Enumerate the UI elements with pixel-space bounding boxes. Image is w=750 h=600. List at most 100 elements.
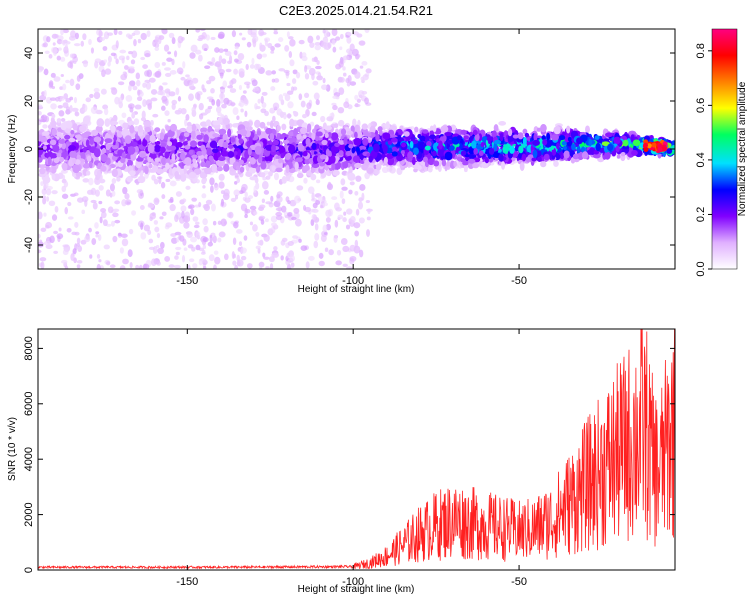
spectrogram-blob-faint <box>298 93 303 101</box>
spectrogram-blob <box>337 119 345 127</box>
spectrogram-blob-faint <box>201 84 205 91</box>
spectrogram-blob-faint <box>111 178 117 184</box>
spectrogram-blob-faint <box>180 107 187 115</box>
spectrogram-blob-faint <box>366 216 371 221</box>
spectrogram-blob-faint <box>413 168 418 173</box>
spectrogram-blob-faint <box>310 208 316 213</box>
spectrogram-blob-faint <box>232 237 237 245</box>
spectrogram-blob-faint <box>154 226 160 233</box>
spectrogram-blob-faint <box>284 44 290 52</box>
spectrogram-blob-faint <box>273 172 279 181</box>
spectrogram-blob-faint <box>289 59 295 67</box>
spectrogram-blob-faint <box>270 222 277 227</box>
spectrogram-blob-faint <box>342 55 350 61</box>
spectrogram-blob-faint <box>357 201 364 210</box>
spectrogram-blob-faint <box>92 202 98 210</box>
spectrogram-blob-faint <box>349 215 356 224</box>
spectrogram-blob-faint <box>338 87 345 95</box>
spectrogram-blob-faint <box>324 247 329 253</box>
spectrogram-blob-faint <box>353 222 361 229</box>
spectrogram-blob-faint <box>211 57 216 64</box>
spectrogram-blob-faint <box>53 250 59 254</box>
spectrogram-blob-faint <box>180 76 186 81</box>
spectrogram-blob-faint <box>292 69 298 75</box>
spectrogram-blob-faint <box>118 81 125 86</box>
spectrogram-blob <box>78 144 83 150</box>
spectrogram-blob <box>51 120 57 129</box>
spectrogram-blob-faint <box>331 29 338 37</box>
spectrogram-blob-faint <box>174 255 179 260</box>
spectrogram-blob-faint <box>80 40 84 47</box>
spectrogram-blob-faint <box>244 191 248 198</box>
spectrogram-blob <box>340 128 347 136</box>
spectrogram-blob-faint <box>346 31 352 36</box>
spectrogram-blob-faint <box>67 201 72 207</box>
spectrogram-blob-faint <box>287 241 294 246</box>
spectrogram-blob-faint <box>122 258 129 265</box>
spectrogram-blob-faint <box>211 203 216 212</box>
spectrogram-blob-faint <box>220 73 224 79</box>
spectrogram-blob-faint <box>229 80 234 86</box>
spectrogram-blob-faint <box>292 86 298 91</box>
spectrogram-blob <box>553 160 559 167</box>
spectrogram-blob-faint <box>103 59 108 63</box>
spectrogram-blob-faint <box>349 181 355 186</box>
spectrogram-blob-faint <box>255 63 262 70</box>
spectrogram-blob-faint <box>354 94 359 101</box>
spectrogram-blob-faint <box>150 89 158 95</box>
spectrogram-blob-faint <box>188 81 194 90</box>
spectrogram-blob-faint <box>258 215 266 220</box>
spectrogram-blob-faint <box>188 93 194 101</box>
spectrogram-blob-faint <box>82 104 88 113</box>
spectrogram-blob <box>85 170 91 176</box>
spectrogram-blob-faint <box>103 244 110 250</box>
spectrogram-blob-faint <box>166 57 173 62</box>
spectrogram-blob-faint <box>156 233 161 239</box>
spectrogram-blob-faint <box>314 42 321 46</box>
spectrogram-blob-faint <box>135 264 140 269</box>
spectrogram-blob-faint <box>131 210 137 216</box>
spectrogram-blob-faint <box>131 50 138 59</box>
spectrogram-blob-faint <box>307 255 315 261</box>
spectrogram-blob-faint <box>354 230 360 237</box>
spectrogram-blob-faint <box>147 229 152 235</box>
spectrogram-blob-faint <box>168 32 175 39</box>
spectrogram-blob-faint <box>82 59 89 68</box>
spectrogram-blob-faint <box>104 68 112 75</box>
spectrogram-blob <box>319 148 323 154</box>
spectrogram-blob-faint <box>292 235 299 239</box>
spectrogram-blob-faint <box>164 88 171 94</box>
spectrogram-blob-faint <box>198 201 202 208</box>
spectrogram-blob-faint <box>307 35 314 44</box>
spectrogram-blob-faint <box>133 39 137 47</box>
spectrogram-blob-faint <box>287 200 291 205</box>
spectrogram-blob-faint <box>198 258 203 266</box>
spectrogram-blob-faint <box>275 214 283 221</box>
spectrogram-blob <box>540 161 547 168</box>
spectrogram-blob-faint <box>321 84 328 90</box>
spectrogram-blob-faint <box>224 51 232 56</box>
spectrogram-blob-faint <box>72 248 77 255</box>
spectrogram-blob-faint <box>39 119 47 123</box>
spectrogram-blob-faint <box>189 258 195 263</box>
spectrogram-blob-faint <box>329 116 333 122</box>
spectrogram-blob-faint <box>255 245 261 250</box>
spectrogram-blob-faint <box>169 196 174 203</box>
spectrogram-blob-faint <box>45 188 52 196</box>
spectrogram-blob-faint <box>39 239 43 244</box>
spectrogram-blob <box>201 178 207 185</box>
spectrogram-blob-faint <box>315 65 322 70</box>
spectrogram-blob-faint <box>76 264 81 269</box>
spectrogram-blob-faint <box>61 259 68 264</box>
spectrogram-blob-faint <box>76 75 81 82</box>
spectrogram-blob-faint <box>49 97 57 101</box>
spectrogram-blob-faint <box>77 245 83 253</box>
spectrogram-blob-faint <box>218 31 225 39</box>
spectrogram-blob-faint <box>233 68 239 75</box>
spectrogram-blob <box>279 111 285 119</box>
spectrogram-blob-faint <box>207 105 213 110</box>
spectrogram-blob <box>247 126 253 131</box>
spectrogram-blob-faint <box>331 196 338 201</box>
spectrogram-blob-faint <box>238 190 244 195</box>
spectrogram-blob <box>211 163 218 173</box>
